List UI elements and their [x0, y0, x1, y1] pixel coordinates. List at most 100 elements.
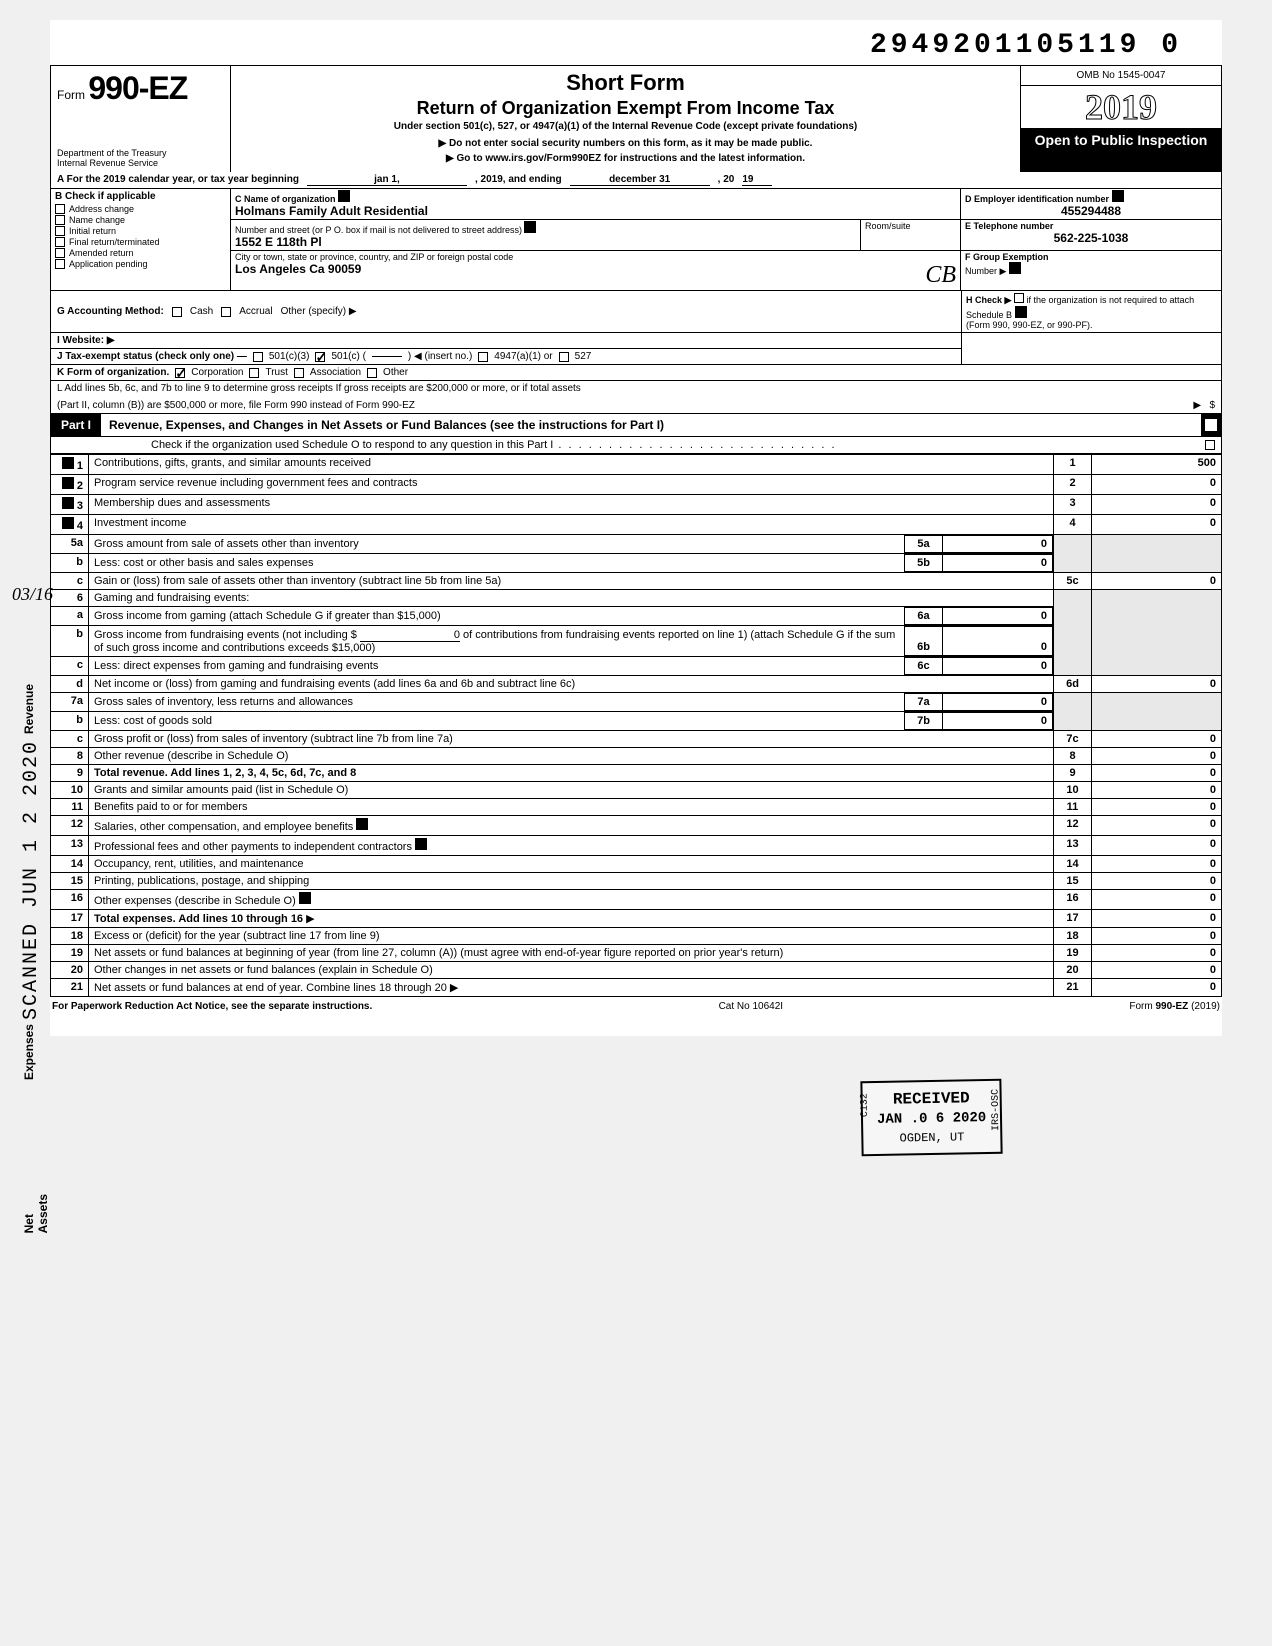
title-subtitle: Under section 501(c), 527, or 4947(a)(1)…: [239, 121, 1012, 132]
form-prefix: Form: [57, 88, 85, 102]
help-icon: [62, 517, 74, 529]
line-12: 12Salaries, other compensation, and empl…: [51, 816, 1222, 836]
dept-irs: Internal Revenue Service: [57, 158, 224, 168]
help-icon: [415, 838, 427, 850]
line-5b: b Less: cost or other basis and sales ex…: [51, 554, 1222, 573]
tax-year-end-month: december 31: [570, 174, 710, 186]
line-6a: a Gross income from gaming (attach Sched…: [51, 607, 1222, 626]
chk-501c[interactable]: [315, 352, 325, 362]
side-label-netassets: Net Assets: [22, 1194, 50, 1233]
chk-association[interactable]: [294, 368, 304, 378]
chk-corporation[interactable]: [175, 368, 185, 378]
chk-527[interactable]: [559, 352, 569, 362]
part-1-table: 1Contributions, gifts, grants, and simil…: [50, 454, 1222, 997]
tax-year-begin: jan 1,: [307, 174, 467, 186]
return-title: Return of Organization Exempt From Incom…: [239, 98, 1012, 119]
line-20: 20Other changes in net assets or fund ba…: [51, 962, 1222, 979]
omb-number: OMB No 1545-0047: [1021, 66, 1221, 86]
group-exempt-label: F Group Exemption: [965, 252, 1049, 262]
document-locator-number: 2949201105119 0: [50, 30, 1222, 61]
form-header: Form 990-EZ Department of the Treasury I…: [50, 65, 1222, 172]
footer-cat-no: Cat No 10642I: [719, 1001, 784, 1012]
chk-app-pending[interactable]: [55, 259, 65, 269]
tel-label: E Telephone number: [965, 221, 1053, 231]
scanned-stamp: SCANNED JUN 1 2 2020: [20, 740, 43, 1020]
dept-treasury: Department of the Treasury: [57, 148, 224, 158]
chk-final-return[interactable]: [55, 237, 65, 247]
footer-paperwork: For Paperwork Reduction Act Notice, see …: [52, 1001, 372, 1012]
line-6b: b Gross income from fundraising events (…: [51, 626, 1222, 657]
short-form-title: Short Form: [239, 70, 1012, 96]
chk-schedule-o[interactable]: [1205, 440, 1215, 450]
title-box: Short Form Return of Organization Exempt…: [231, 66, 1021, 172]
row-a-end-lbl: , 20: [718, 174, 735, 185]
ssn-warning: ▶ Do not enter social security numbers o…: [239, 138, 1012, 149]
chk-initial-return[interactable]: [55, 226, 65, 236]
row-h: H Check ▶ if the organization is not req…: [961, 291, 1221, 332]
line-2: 2Program service revenue including gover…: [51, 475, 1222, 495]
line-7c: cGross profit or (loss) from sales of in…: [51, 731, 1222, 748]
part-1-label: Part I: [51, 414, 101, 436]
other-specify: Other (specify) ▶: [281, 306, 357, 317]
group-exempt-number-label: Number ▶: [965, 266, 1006, 276]
chk-trust[interactable]: [249, 368, 259, 378]
line-14: 14Occupancy, rent, utilities, and mainte…: [51, 856, 1222, 873]
tel-value: 562-225-1038: [965, 231, 1217, 245]
received-location: OGDEN, UT: [877, 1129, 986, 1148]
chk-501c3[interactable]: [253, 352, 263, 362]
row-a-tax-year: A For the 2019 calendar year, or tax yea…: [50, 172, 1222, 189]
line-5c: cGain or (loss) from sale of assets othe…: [51, 573, 1222, 590]
line-9: 9Total revenue. Add lines 1, 2, 3, 4, 5c…: [51, 765, 1222, 782]
line-10: 10Grants and similar amounts paid (list …: [51, 782, 1222, 799]
received-date: JAN .0 6 2020: [877, 1109, 987, 1130]
chk-4947a1[interactable]: [478, 352, 488, 362]
city-value: Los Angeles Ca 90059: [235, 262, 361, 276]
row-a-mid: , 2019, and ending: [475, 174, 562, 185]
row-g-label: G Accounting Method:: [57, 306, 164, 317]
line-7a: 7a Gross sales of inventory, less return…: [51, 693, 1222, 712]
form-990ez-page: 2949201105119 0 Form 990-EZ Department o…: [50, 20, 1222, 1036]
chk-other-org[interactable]: [367, 368, 377, 378]
help-icon: [524, 221, 536, 233]
line-13: 13Professional fees and other payments t…: [51, 836, 1222, 856]
street-label: Number and street (or P O. box if mail i…: [235, 225, 522, 235]
line-8: 8Other revenue (describe in Schedule O)8…: [51, 748, 1222, 765]
chk-address-change[interactable]: [55, 204, 65, 214]
line-3: 3Membership dues and assessments30: [51, 495, 1222, 515]
help-icon: [62, 497, 74, 509]
part-1-header: Part I Revenue, Expenses, and Changes in…: [50, 414, 1222, 437]
handwritten-margin-note: 03/16: [12, 584, 53, 605]
received-stamp: C132 RECEIVED JAN .0 6 2020 OGDEN, UT IR…: [860, 1079, 1003, 1156]
room-label: Room/suite: [865, 221, 911, 231]
omb-box: OMB No 1545-0047 2019 Open to Public Ins…: [1021, 66, 1221, 172]
part-1-title: Revenue, Expenses, and Changes in Net As…: [101, 414, 1201, 436]
tax-year-end-yy: 19: [742, 174, 772, 186]
chk-sched-b[interactable]: [1014, 293, 1024, 303]
col-b-checkboxes: B Check if applicable Address change Nam…: [51, 189, 231, 290]
ein-value: 455294488: [965, 204, 1217, 218]
help-icon: [62, 457, 74, 469]
line-18: 18Excess or (deficit) for the year (subt…: [51, 928, 1222, 945]
org-name-label: C Name of organization: [235, 194, 336, 204]
side-label-expenses: Expenses: [22, 1024, 36, 1080]
row-k-form-org: K Form of organization. Corporation Trus…: [50, 365, 1222, 381]
help-icon: [1009, 262, 1021, 274]
chk-cash[interactable]: [172, 307, 182, 317]
line-5a: 5a Gross amount from sale of assets othe…: [51, 535, 1222, 554]
hand-initials: CB: [925, 262, 956, 289]
chk-accrual[interactable]: [221, 307, 231, 317]
footer-form-ref: Form 990-EZ (2019): [1129, 1001, 1220, 1012]
form-number: 990-EZ: [88, 70, 187, 106]
line-17: 17Total expenses. Add lines 10 through 1…: [51, 910, 1222, 928]
chk-name-change[interactable]: [55, 215, 65, 225]
chk-amended[interactable]: [55, 248, 65, 258]
row-j-tax-status: J Tax-exempt status (check only one) — 5…: [51, 349, 961, 364]
line-15: 15Printing, publications, postage, and s…: [51, 873, 1222, 890]
org-name: Holmans Family Adult Residential: [235, 204, 428, 218]
help-icon: [338, 190, 350, 202]
line-6: 6Gaming and fundraising events:: [51, 590, 1222, 607]
row-g: G Accounting Method: Cash Accrual Other …: [51, 291, 961, 332]
side-label-revenue: Revenue: [22, 684, 36, 734]
section-bcd: B Check if applicable Address change Nam…: [50, 189, 1222, 291]
col-cd: C Name of organization Holmans Family Ad…: [231, 189, 1221, 290]
